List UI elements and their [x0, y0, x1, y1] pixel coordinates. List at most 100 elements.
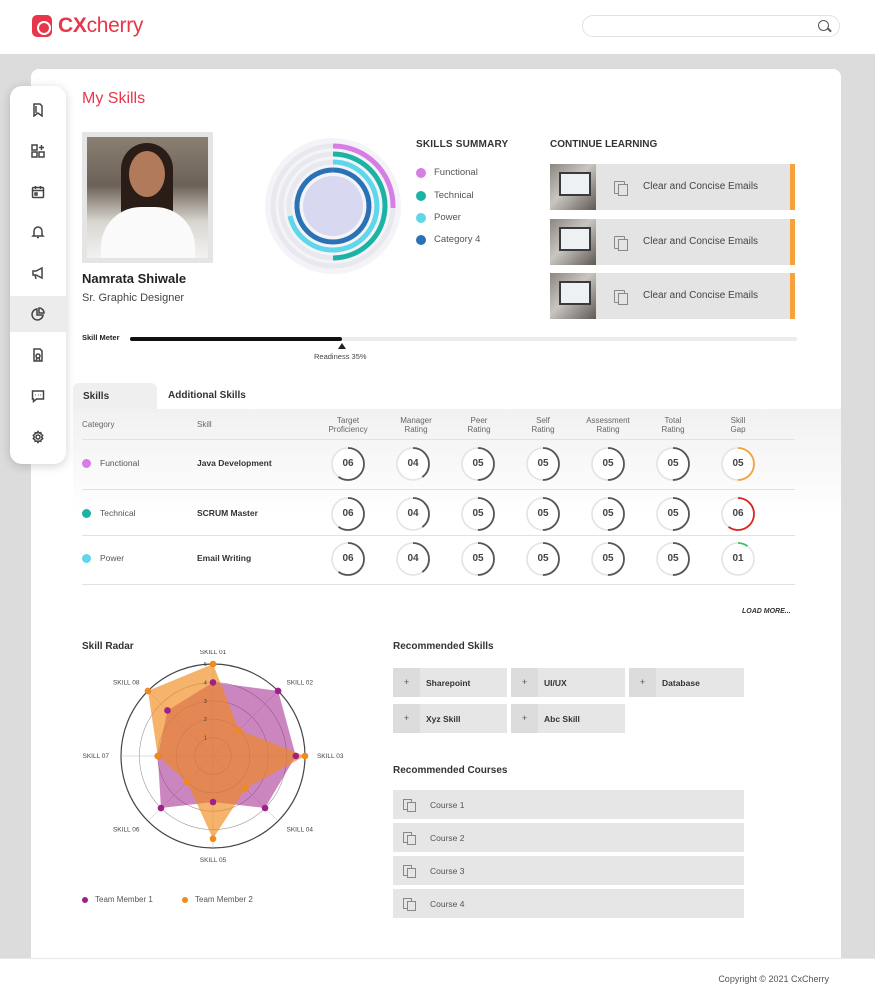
profile-name: Namrata Shiwale: [82, 271, 187, 286]
course-thumbnail: [550, 273, 596, 319]
continue-learning-item[interactable]: Clear and Concise Emails: [550, 273, 795, 319]
rating-ring: 05: [460, 541, 496, 577]
sidebar-item-bookmarks[interactable]: [10, 92, 66, 128]
rating-ring: 05: [655, 541, 691, 577]
sidebar-item-notifications[interactable]: [10, 214, 66, 250]
profile-photo: [82, 132, 213, 263]
rating-ring: 05: [655, 496, 691, 532]
summary-legend-item: Technical: [416, 190, 474, 201]
course-icon: [403, 865, 416, 878]
course-icon: [403, 898, 416, 911]
sidebar-item-settings[interactable]: [10, 419, 66, 455]
add-icon: +: [629, 668, 656, 697]
category-cell: Power: [82, 553, 124, 563]
tab-skills[interactable]: Skills: [73, 383, 157, 409]
recommended-course-item[interactable]: Course 4: [393, 889, 744, 918]
sidebar-item-announcements[interactable]: [10, 255, 66, 291]
skill-cell: Email Writing: [197, 553, 252, 563]
load-more-link[interactable]: LOAD MORE...: [742, 608, 791, 615]
add-icon: +: [393, 668, 420, 697]
readiness-marker-icon: [338, 343, 346, 349]
rating-ring: 05: [460, 446, 496, 482]
sidebar-item-dashboard[interactable]: [10, 133, 66, 169]
skill-gap-ring: 05: [720, 446, 756, 482]
skill-gap-ring: 01: [720, 541, 756, 577]
course-icon: [614, 181, 628, 196]
recommended-course-item[interactable]: Course 2: [393, 823, 744, 852]
header-target-proficiency: Target Proficiency: [328, 416, 368, 434]
radar-point: [274, 687, 282, 695]
category-dot-icon: [82, 508, 91, 518]
category-dot-icon: [82, 458, 91, 468]
page-title: My Skills: [82, 90, 146, 107]
logo[interactable]: CXcherry: [32, 14, 143, 38]
radar-scale-label: 2: [204, 717, 207, 723]
rating-ring: 05: [460, 496, 496, 532]
recommended-skill-chip[interactable]: + Sharepoint: [393, 668, 507, 697]
rating-ring: 05: [590, 446, 626, 482]
radar-axis-label: SKILL 07: [83, 753, 110, 760]
recommended-skill-chip[interactable]: + Abc Skill: [511, 704, 625, 733]
radar-point: [292, 752, 300, 760]
recommended-skill-chip[interactable]: + UI/UX: [511, 668, 625, 697]
radar-axis-label: SKILL 03: [317, 753, 344, 760]
summary-legend-item: Power: [416, 212, 461, 223]
readiness-text: Readiness 35%: [314, 352, 367, 361]
radar-scale-label: 5: [204, 662, 207, 668]
recommended-courses-title: Recommended Courses: [393, 765, 508, 776]
skills-summary-donut: [265, 138, 401, 274]
category-dot-icon: [82, 553, 91, 563]
logo-text: CXcherry: [58, 14, 144, 37]
radar-scale-label: 4: [204, 680, 207, 686]
header-assessment-rating: Assessment Rating: [586, 416, 630, 434]
summary-legend-item: Functional: [416, 167, 478, 178]
course-icon: [403, 832, 416, 845]
rating-ring: 04: [395, 446, 431, 482]
search-input[interactable]: [582, 15, 840, 37]
copyright-text: Copyright © 2021 CxCherry: [718, 974, 829, 984]
profile-role: Sr. Graphic Designer: [82, 292, 185, 304]
add-icon: +: [511, 704, 538, 733]
recommended-skill-chip[interactable]: + Xyz Skill: [393, 704, 507, 733]
course-thumbnail: [550, 164, 596, 210]
continue-learning-item[interactable]: Clear and Concise Emails: [550, 164, 795, 210]
radar-point: [209, 660, 217, 668]
header-manager-rating: Manager Rating: [400, 416, 432, 434]
certificate-icon: [33, 348, 43, 362]
donut-arc-functional: [332, 143, 396, 209]
course-thumbnail: [550, 219, 596, 265]
continue-learning-item[interactable]: Clear and Concise Emails: [550, 219, 795, 265]
row-divider: [82, 439, 795, 440]
recommended-skill-chip[interactable]: + Database: [629, 668, 744, 697]
add-icon: +: [393, 704, 420, 733]
sidebar-item-calendar[interactable]: [10, 174, 66, 210]
rating-ring: 05: [590, 496, 626, 532]
rating-ring: 05: [590, 541, 626, 577]
skill-gap-ring: 06: [720, 496, 756, 532]
recommended-course-item[interactable]: Course 1: [393, 790, 744, 819]
radar-axis-label: SKILL 01: [200, 650, 227, 656]
tab-additional-skills[interactable]: Additional Skills: [168, 390, 246, 401]
sidebar-item-analytics[interactable]: [10, 296, 66, 332]
header-peer-rating: Peer Rating: [467, 416, 491, 434]
radar-axis-label: SKILL 08: [113, 679, 140, 686]
course-icon: [614, 236, 628, 251]
radar-point: [209, 679, 217, 686]
header-skill: Skill: [197, 420, 212, 429]
radar-legend-item: Team Member 1: [82, 895, 153, 904]
search-icon[interactable]: [818, 20, 829, 31]
sidebar-item-messages[interactable]: [10, 378, 66, 414]
radar-legend-item: Team Member 2: [182, 895, 253, 904]
footer: Copyright © 2021 CxCherry: [0, 958, 875, 999]
radar-axis-label: SKILL 06: [113, 827, 140, 834]
rating-ring: 06: [330, 541, 366, 577]
radar-axis-label: SKILL 04: [287, 827, 314, 834]
recommended-course-item[interactable]: Course 3: [393, 856, 744, 885]
header-skill-gap: Skill Gap: [730, 416, 746, 434]
rating-ring: 05: [655, 446, 691, 482]
sidebar-item-certificates[interactable]: [10, 337, 66, 373]
radar-point: [209, 835, 217, 843]
skill-radar-title: Skill Radar: [82, 641, 134, 652]
row-divider: [82, 535, 795, 536]
skills-summary-title: SKILLS SUMMARY: [416, 139, 509, 150]
